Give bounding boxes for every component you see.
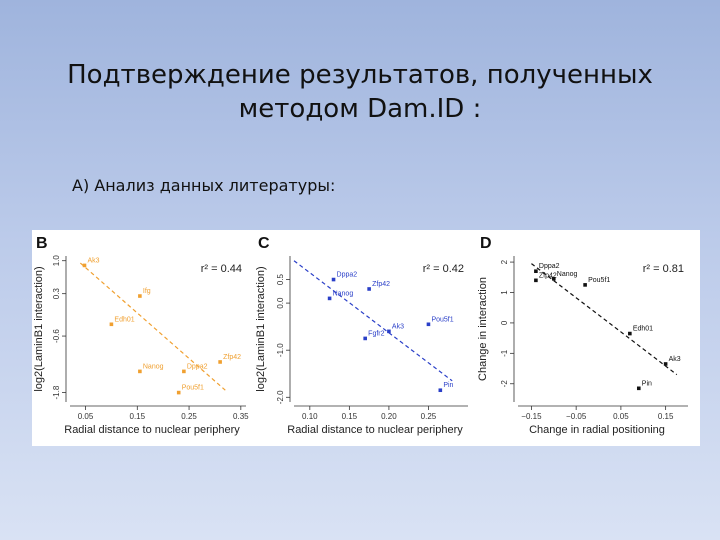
data-point — [663, 362, 668, 366]
data-point-label: Edh01 — [114, 316, 134, 323]
x-tick-label: −0.05 — [566, 412, 587, 421]
data-point — [551, 277, 556, 281]
y-tick-label: 0.5 — [276, 273, 285, 285]
y-tick-label: -2 — [500, 380, 509, 388]
data-point — [138, 294, 142, 298]
data-point — [331, 277, 336, 282]
data-point-label: Ifg — [143, 288, 151, 295]
y-tick-label: 1 — [500, 290, 509, 295]
data-point-label: Ak3 — [669, 356, 681, 363]
data-point — [363, 336, 367, 341]
data-point-label: Pou5f1 — [588, 277, 610, 284]
data-point — [176, 390, 181, 395]
data-point — [387, 329, 391, 334]
data-point-label: Zfp42 — [223, 354, 241, 361]
data-point-label: Nanog — [557, 271, 578, 278]
panel-c: C 0.10 0.15 0.20 0.25 -2.0 -1.0 0.0 0.5 Radial di… — [255, 235, 468, 436]
data-point-label: Edh01 — [633, 326, 653, 333]
data-point-label: Nanog — [143, 363, 164, 370]
figure-panel: B 0.05 0.15 0.25 0.35 -1.8 -0.6 0.3 1.0 Radial di… — [32, 230, 700, 446]
data-point — [583, 283, 587, 287]
data-point — [82, 263, 87, 268]
r-squared-label: r² = 0.81 — [643, 263, 684, 275]
y-axis-title: Change in interaction — [477, 277, 489, 381]
x-tick-label: 0.15 — [130, 412, 146, 421]
data-point — [636, 386, 641, 391]
x-tick-label: 0.20 — [381, 412, 397, 421]
data-point — [327, 296, 332, 301]
y-tick-label: 0.3 — [52, 288, 61, 300]
data-point — [534, 278, 538, 283]
data-point-label: Dppa2 — [337, 272, 358, 279]
data-point-label: Pin — [443, 382, 453, 389]
data-point — [438, 388, 443, 393]
panel-letter: C — [258, 235, 270, 252]
data-point-label: Pou5f1 — [431, 316, 453, 323]
r-squared-label: r² = 0.44 — [201, 263, 242, 275]
x-tick-label: 0.05 — [613, 412, 629, 421]
slide-title-line-2: методом Dam.ID : — [238, 94, 482, 124]
data-point-label: Dppa2 — [539, 263, 560, 270]
x-tick-label: 0.25 — [181, 412, 197, 421]
y-tick-label: -1.8 — [52, 385, 61, 399]
x-tick-label: 0.35 — [233, 412, 249, 421]
data-point — [218, 360, 222, 364]
x-tick-label: −0.15 — [521, 412, 542, 421]
data-point-label: Pou5f1 — [182, 385, 204, 392]
y-tick-label: -1 — [500, 349, 509, 357]
panel-d: D −0.15 −0.05 0.05 0.15 -2 -1 0 1 2 Change in radi… — [477, 235, 688, 436]
y-tick-label: 0.0 — [276, 297, 285, 309]
data-point-label: Ak3 — [392, 323, 404, 330]
y-tick-label: 0 — [500, 320, 509, 325]
regression-line — [293, 260, 453, 382]
regression-line — [79, 262, 226, 391]
data-point-label: Fgfr2 — [368, 330, 384, 337]
data-point-label: Ak3 — [87, 257, 99, 264]
x-axis-title: Radial distance to nuclear periphery — [64, 424, 240, 436]
data-point-label: Pin — [642, 380, 652, 387]
x-tick-label: 0.10 — [302, 412, 318, 421]
y-tick-label: -1.0 — [276, 343, 285, 357]
data-point — [182, 369, 186, 374]
r-squared-label: r² = 0.42 — [423, 263, 464, 275]
y-axis-title: log2(LaminB1 interaction) — [33, 266, 45, 391]
slide-subtitle: А) Анализ данных литературы: — [72, 176, 336, 195]
y-axis-title: log2(LaminB1 interaction) — [255, 266, 267, 391]
panel-letter: D — [480, 235, 492, 252]
data-point — [109, 322, 114, 327]
y-tick-label: 1.0 — [52, 255, 61, 267]
x-tick-label: 0.25 — [421, 412, 437, 421]
data-point-label: Zfp42 — [539, 272, 557, 279]
x-tick-label: 0.15 — [342, 412, 358, 421]
x-axis-title: Change in radial positioning — [529, 424, 665, 436]
data-point — [138, 369, 142, 374]
x-tick-label: 0.05 — [78, 412, 94, 421]
y-tick-label: -0.6 — [52, 329, 61, 343]
panel-letter: B — [36, 235, 48, 252]
data-point — [426, 322, 431, 327]
slide-title: Подтверждение результатов, полученных ме… — [40, 58, 680, 126]
data-point-label: Nanog — [333, 290, 354, 297]
slide-title-line-1: Подтверждение результатов, полученных — [67, 60, 653, 90]
x-axis-title: Radial distance to nuclear periphery — [287, 424, 463, 436]
data-point-label: Dppa2 — [187, 363, 208, 370]
regression-line — [531, 263, 678, 376]
data-point — [628, 331, 632, 336]
data-point-label: Zfp42 — [372, 281, 390, 288]
y-tick-label: 2 — [500, 259, 509, 264]
data-point — [367, 287, 371, 291]
y-tick-label: -2.0 — [276, 390, 285, 404]
panel-b: B 0.05 0.15 0.25 0.35 -1.8 -0.6 0.3 1.0 Radial di… — [33, 235, 249, 436]
data-point — [534, 269, 538, 274]
scatter-figure: B 0.05 0.15 0.25 0.35 -1.8 -0.6 0.3 1.0 Radial di… — [33, 235, 688, 436]
x-tick-label: 0.15 — [658, 412, 674, 421]
